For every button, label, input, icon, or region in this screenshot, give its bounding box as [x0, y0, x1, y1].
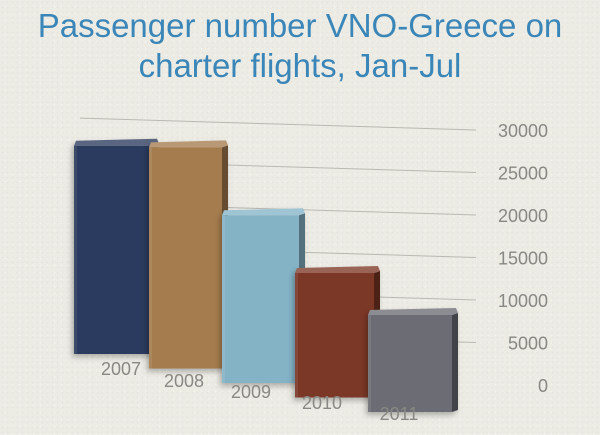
bar-front [149, 147, 222, 369]
bar-2009 [222, 208, 305, 383]
x-axis-category-labels: 2007 2008 2009 2010 2011 [101, 359, 418, 424]
bar-top [74, 138, 159, 146]
bar-edge-highlight [149, 147, 152, 369]
y-tick-label: 15000 [498, 249, 548, 269]
y-tick-label: 20000 [498, 206, 548, 226]
y-tick-label: 25000 [498, 164, 548, 184]
bar-front [368, 314, 452, 412]
bar-2008 [149, 140, 228, 369]
bar-2010 [295, 266, 380, 398]
y-tick-label: 30000 [498, 121, 548, 141]
y-tick-label: 5000 [508, 334, 548, 354]
x-category-label: 2007 [101, 359, 141, 379]
bar-top [368, 307, 458, 315]
chart-title-line-1: Passenger number VNO-Greece on [37, 7, 563, 44]
bar-front [222, 215, 299, 383]
bar-edge-highlight [295, 273, 298, 398]
chart-title-line-2: charter flights, Jan-Jul [138, 47, 462, 84]
bar-top [149, 140, 228, 148]
bar-side [452, 312, 458, 412]
bar-top [222, 208, 305, 216]
bar-top [295, 266, 380, 274]
x-category-label: 2009 [231, 382, 271, 402]
x-category-label: 2010 [302, 393, 342, 413]
bar-edge-highlight [222, 215, 225, 383]
bars [74, 138, 458, 412]
gridline-30000 [79, 117, 477, 131]
bar-front [295, 273, 374, 398]
bar-edge-highlight [74, 145, 77, 354]
x-category-label: 2011 [380, 404, 419, 424]
bar-front [74, 145, 153, 354]
y-axis-tick-labels: 0 5000 10000 15000 20000 25000 30000 [498, 121, 548, 396]
y-tick-label: 10000 [498, 291, 548, 311]
bar-edge-highlight [368, 314, 371, 412]
chart-title: Passenger number VNO-Greece on charter f… [0, 6, 600, 86]
y-tick-label: 0 [538, 376, 548, 396]
bar-2007 [74, 138, 159, 354]
bar-2011 [368, 307, 458, 412]
x-category-label: 2008 [164, 371, 204, 391]
